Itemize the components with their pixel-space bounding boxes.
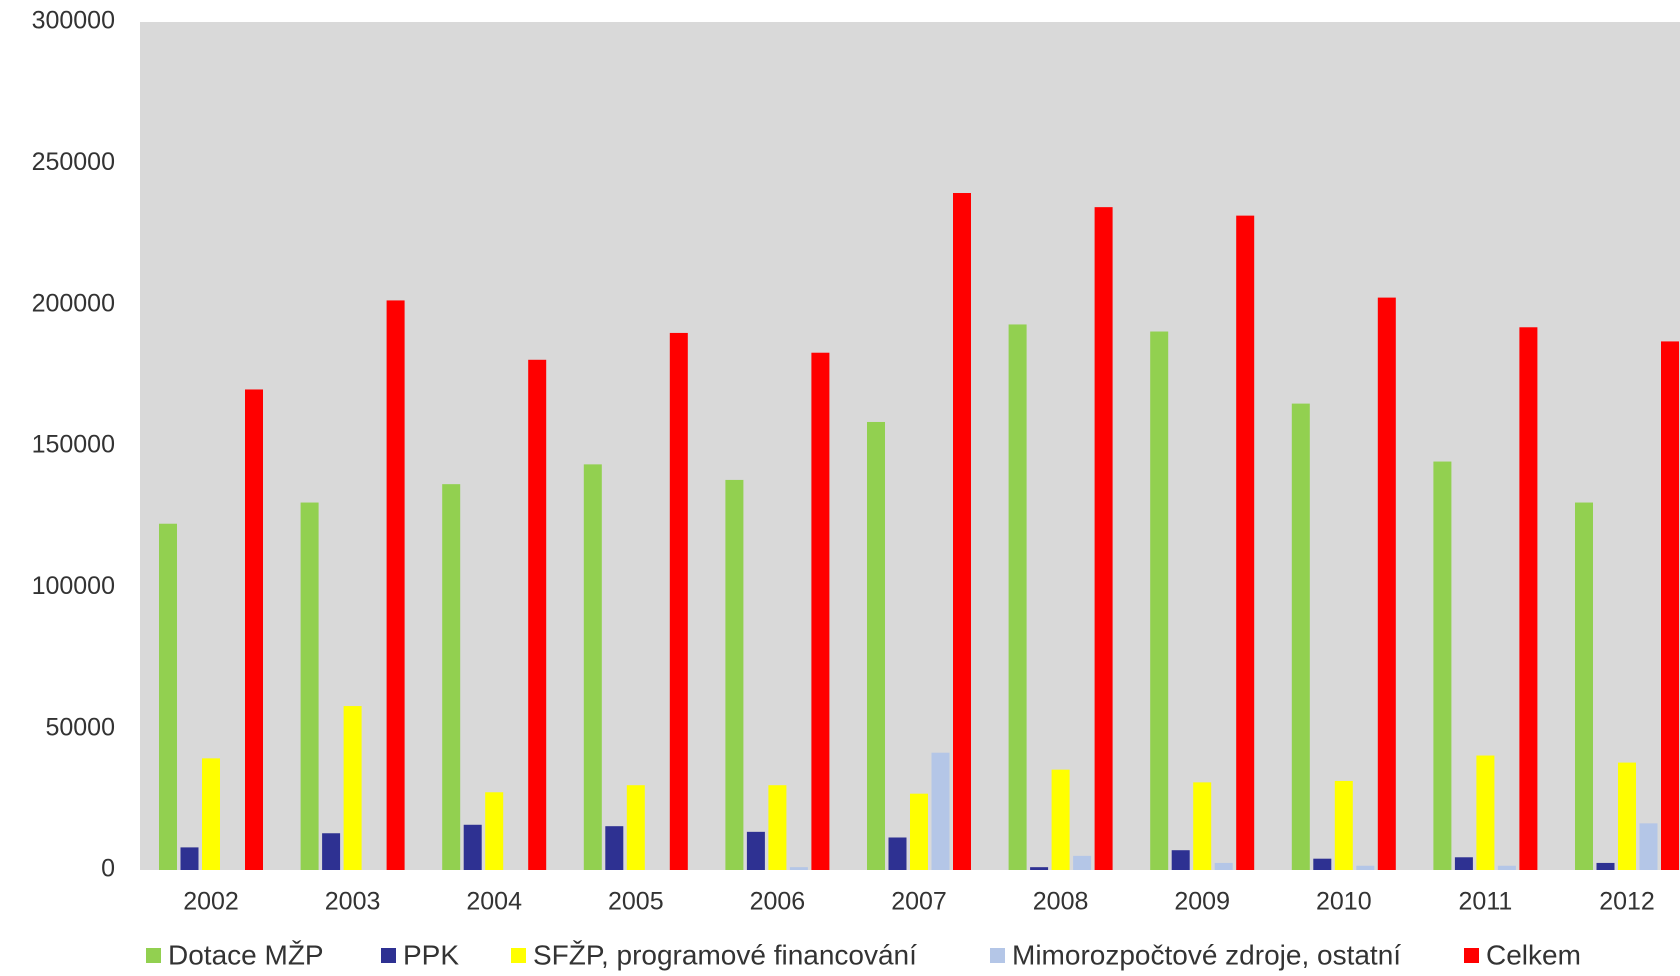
x-tick-label: 2010 (1316, 888, 1372, 916)
x-tick-label: 2012 (1599, 888, 1655, 916)
bar (1618, 762, 1636, 870)
bar (1575, 502, 1593, 870)
bar (300, 502, 319, 870)
x-tick-label: 2008 (1033, 888, 1089, 916)
bar (322, 833, 341, 870)
bar (910, 793, 928, 870)
bar (1356, 865, 1375, 870)
bar (1497, 865, 1516, 870)
bar (159, 523, 177, 870)
legend-swatch (146, 948, 161, 963)
y-tick-label: 50000 (45, 713, 115, 741)
bar (1236, 215, 1255, 871)
x-tick-label: 2004 (466, 888, 522, 916)
x-tick-label: 2007 (891, 888, 947, 916)
bar (463, 824, 482, 870)
y-tick-label: 0 (101, 855, 115, 883)
x-tick-label: 2011 (1459, 888, 1513, 916)
bar (669, 332, 688, 870)
legend-label: Mimorozpočtové zdroje, ostatní (1012, 939, 1401, 970)
bar (1150, 331, 1169, 870)
bar (1030, 867, 1049, 870)
bar (442, 484, 461, 870)
bar (811, 352, 830, 871)
x-tick-label: 2005 (608, 888, 664, 916)
bar (746, 831, 765, 870)
bar (1073, 855, 1092, 870)
bar (1334, 780, 1353, 870)
bar (528, 359, 547, 870)
legend-label: Dotace MŽP (168, 939, 324, 970)
x-tick-label: 2003 (325, 888, 381, 916)
bar (768, 785, 787, 870)
bar (1454, 857, 1473, 870)
bar (202, 758, 220, 870)
bar (1094, 207, 1113, 870)
bar (888, 837, 907, 870)
legend-label: Celkem (1486, 939, 1581, 970)
legend-swatch (511, 948, 526, 963)
bar (789, 867, 808, 870)
legend-label: SFŽP, programové financování (533, 939, 917, 970)
bar (867, 421, 885, 870)
bar (1214, 862, 1233, 870)
bar (1433, 461, 1452, 870)
y-tick-label: 200000 (32, 289, 115, 317)
bar (1313, 858, 1332, 870)
bar (605, 826, 624, 870)
legend-label: PPK (403, 939, 459, 970)
bar (1008, 324, 1027, 870)
bar (953, 193, 971, 871)
bar (1661, 341, 1679, 870)
legend-swatch (990, 948, 1005, 963)
bar (485, 792, 504, 870)
legend-swatch (381, 948, 396, 963)
legend-swatch (1464, 948, 1479, 963)
bar (180, 847, 199, 870)
y-tick-label: 150000 (32, 431, 115, 459)
bar (931, 752, 950, 870)
x-tick-label: 2006 (750, 888, 806, 916)
bar (583, 464, 602, 870)
bar (626, 785, 645, 870)
bar (1639, 823, 1658, 870)
x-axis-ticks: 2002 2003 2004 2005 2006 2007 2008 2009 2010 2011… (183, 888, 1655, 916)
x-tick-label: 2002 (183, 888, 239, 916)
y-axis-ticks: 0 50000 100000 150000 200000 250000 300000 (32, 7, 115, 883)
bar (1519, 327, 1538, 870)
bar (1193, 782, 1212, 870)
x-tick-label: 2009 (1174, 888, 1230, 916)
bar (343, 706, 362, 870)
bar (1171, 850, 1190, 870)
bar (1291, 403, 1310, 870)
bars (159, 193, 1679, 871)
bar (725, 479, 744, 870)
bar (1377, 297, 1396, 871)
y-tick-label: 300000 (32, 7, 115, 35)
bar (386, 300, 405, 871)
bar (1051, 769, 1070, 870)
bar (245, 389, 263, 870)
y-tick-label: 250000 (32, 148, 115, 176)
bar (1596, 862, 1615, 870)
y-tick-label: 100000 (32, 572, 115, 600)
bar (1476, 755, 1495, 870)
legend: Dotace MŽP PPK SFŽP, programové financován… (146, 939, 1581, 970)
